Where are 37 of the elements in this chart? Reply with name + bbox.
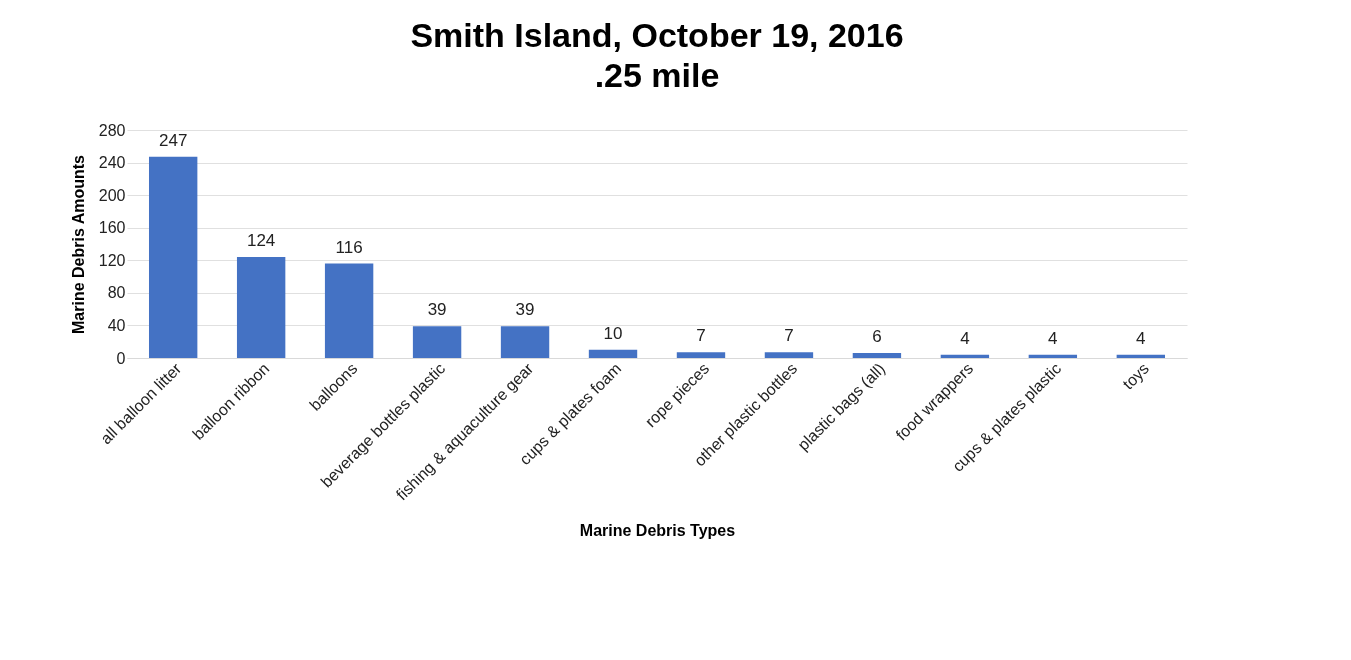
chart-title: Smith Island, October 19, 2016 <box>410 16 904 54</box>
data-label: 124 <box>246 231 276 251</box>
data-label: 116 <box>335 237 363 257</box>
bar <box>764 352 814 358</box>
bar <box>940 354 990 358</box>
data-label: 10 <box>603 323 623 343</box>
data-label: 4 <box>960 328 970 348</box>
y-tick-label: 200 <box>98 186 126 204</box>
data-label: 39 <box>515 300 535 320</box>
data-label: 4 <box>1136 328 1146 348</box>
data-label: 247 <box>159 130 188 150</box>
bar <box>1116 354 1166 358</box>
y-tick-label: 120 <box>98 251 126 269</box>
chart-subtitle: .25 mile <box>594 56 720 94</box>
bar <box>588 349 638 358</box>
data-label: 39 <box>427 300 447 320</box>
bar <box>1028 354 1078 358</box>
bar <box>676 352 726 358</box>
y-axis-title: Marine Debris Amounts <box>69 154 87 334</box>
bar <box>500 326 550 358</box>
bar <box>852 353 902 358</box>
data-label: 7 <box>784 326 794 346</box>
data-label: 4 <box>1048 328 1058 348</box>
bar <box>412 326 462 358</box>
data-label: 6 <box>872 327 882 347</box>
y-tick-label: 280 <box>98 121 126 139</box>
y-tick-label: 80 <box>107 284 126 302</box>
y-tick-label: 240 <box>98 154 126 172</box>
bar <box>324 263 374 358</box>
y-tick-label: 160 <box>98 219 126 237</box>
y-tick-label: 0 <box>116 349 126 367</box>
bar <box>148 156 198 358</box>
data-label: 7 <box>696 326 706 346</box>
x-axis-title: Marine Debris Types <box>579 522 736 540</box>
y-tick-label: 40 <box>107 316 126 334</box>
bar <box>236 257 286 358</box>
x-tick-label: toys <box>1119 359 1153 393</box>
